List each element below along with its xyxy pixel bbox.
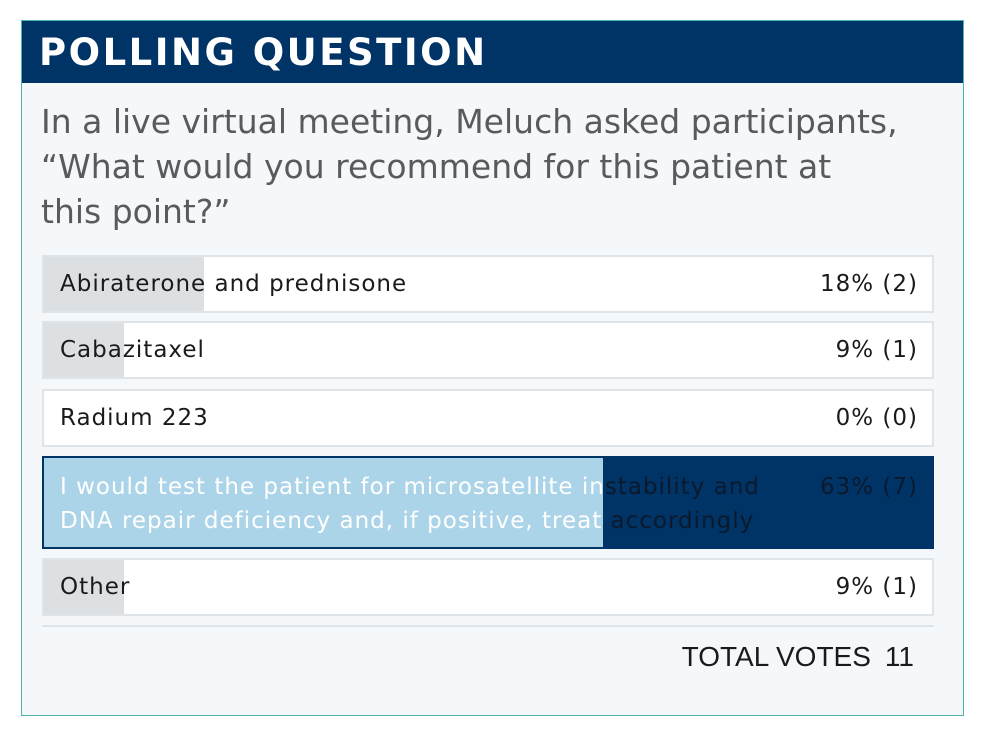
result-bar	[44, 323, 124, 377]
option-label: Other	[60, 574, 131, 600]
option-result: 63% (7)	[819, 474, 918, 500]
poll-title: POLLING QUESTION	[39, 31, 488, 74]
poll-option-other[interactable]: Other 9% (1)	[42, 558, 934, 616]
option-label: Cabazitaxel	[60, 337, 205, 363]
total-votes-count: 11	[884, 641, 914, 672]
option-result: 9% (1)	[835, 574, 918, 600]
divider	[42, 625, 934, 627]
option-label: Radium 223	[60, 405, 209, 431]
poll-option-test-msi[interactable]: I would test the patient for microsatell…	[42, 456, 934, 549]
option-result: 9% (1)	[835, 337, 918, 363]
option-label: I would test the patient for microsatell…	[60, 474, 760, 534]
poll-header: POLLING QUESTION	[22, 21, 963, 83]
poll-option-cabazitaxel[interactable]: Cabazitaxel 9% (1)	[42, 321, 934, 379]
total-votes-label: TOTAL VOTES	[681, 641, 871, 672]
option-label: Abiraterone and prednisone	[60, 271, 408, 297]
poll-option-radium[interactable]: Radium 223 0% (0)	[42, 389, 934, 447]
result-bar	[44, 458, 604, 547]
result-bar	[44, 257, 204, 311]
poll-question: In a live virtual meeting, Meluch asked …	[41, 102, 898, 231]
option-result: 18% (2)	[819, 271, 918, 297]
option-label-overlay: I would test the patient for microsatell…	[581, 474, 760, 534]
total-votes: TOTAL VOTES 11	[682, 637, 914, 677]
option-result: 0% (0)	[835, 405, 918, 431]
poll-panel: POLLING QUESTION In a live virtual meeti…	[21, 20, 964, 716]
poll-option-abiraterone[interactable]: Abiraterone and prednisone 18% (2)	[42, 255, 934, 313]
result-bar	[44, 560, 124, 614]
